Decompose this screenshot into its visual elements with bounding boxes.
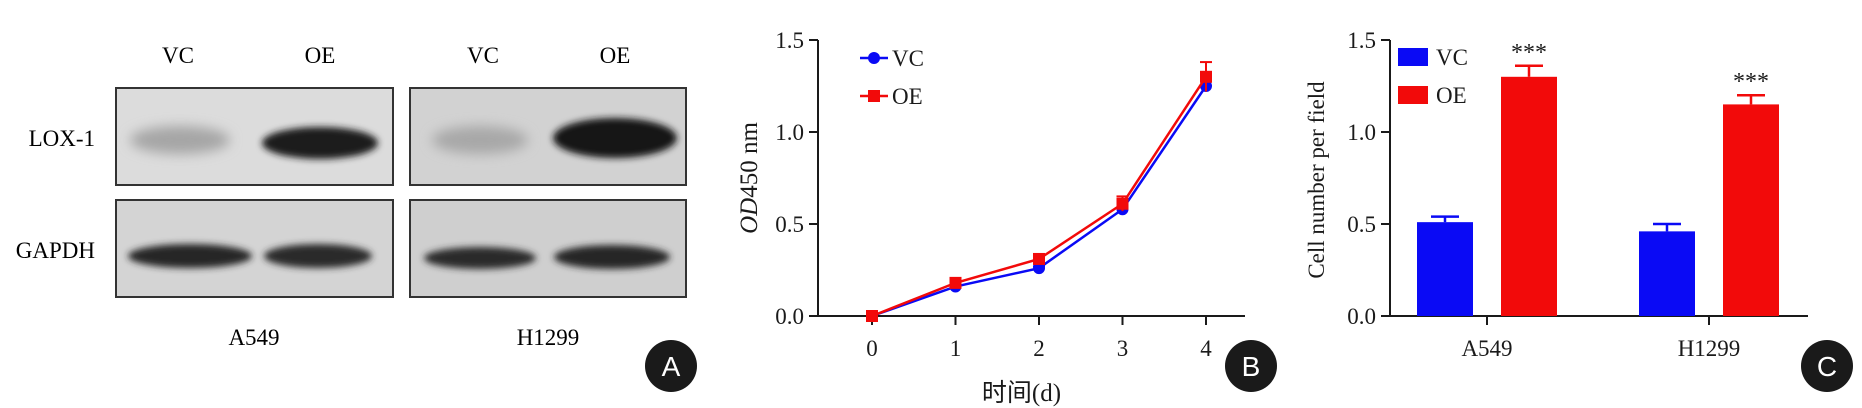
x-tick-label: H1299 [1678, 336, 1741, 361]
legend-label-vc: VC [892, 46, 924, 71]
band-gapdh-vc-a549 [128, 244, 252, 268]
y-axis-title: Cell number per field [1304, 81, 1329, 279]
series-line-oe [871, 76, 1208, 318]
panel-badge-letter: C [1817, 351, 1837, 382]
legend-label-vc: VC [1436, 45, 1468, 70]
cell-line-label-a549: A549 [228, 325, 279, 350]
legend-swatch-oe [1398, 86, 1428, 104]
bar-vc-a549 [1417, 222, 1473, 316]
row-label-gapdh: GAPDH [16, 238, 95, 263]
y-tick-label: 0.0 [775, 304, 804, 329]
significance-label: *** [1733, 69, 1769, 95]
x-tick-label: 4 [1200, 336, 1212, 361]
y-axis-title: OD450 nm [736, 122, 763, 234]
y-tick-label: 0.0 [1347, 304, 1376, 329]
bar-oe-a549 [1501, 76, 1557, 316]
band-gapdh-vc-h1299 [424, 247, 536, 269]
x-tick-label: 0 [866, 336, 878, 361]
y-tick-label: 0.5 [1347, 212, 1376, 237]
band-gapdh-oe-h1299 [554, 245, 670, 269]
data-point-oe [866, 310, 878, 322]
band-gapdh-oe-a549 [264, 244, 372, 268]
data-point-vc [1033, 262, 1045, 275]
panel-badge-b: B [1225, 340, 1277, 392]
panel-badge-circle [1801, 340, 1853, 392]
band-lox1-oe-h1299 [553, 118, 677, 158]
legend-marker-oe [868, 90, 880, 102]
x-axis-title: 时间(d) [982, 379, 1061, 407]
x-tick-label: 3 [1117, 336, 1129, 361]
significance-label: *** [1511, 40, 1547, 66]
panel-b-line-chart: 0.0 0.5 1.0 1.5 0 1 2 3 4 时间(d) OD450 nm VC OE [736, 28, 1245, 407]
legend-swatch-vc [1398, 48, 1428, 66]
data-point-oe [1116, 197, 1129, 210]
bar-oe-h1299 [1723, 104, 1779, 317]
y-tick-label: 1.0 [1347, 120, 1376, 145]
data-point-oe [1200, 70, 1212, 83]
panel-badge-letter: B [1242, 351, 1261, 382]
panel-a: VC OE VC OE LOX-1 GAPDH A549 H1299 A [16, 43, 697, 392]
y-axis-title-italic: OD [736, 198, 763, 234]
x-tick-label: 2 [1033, 336, 1045, 361]
y-tick-label: 1.5 [775, 28, 804, 53]
x-tick-label: 1 [950, 336, 962, 361]
band-lox1-vc-a549 [130, 126, 230, 154]
panel-badge-circle [1225, 340, 1277, 392]
lane-label-oe-a549: OE [305, 43, 336, 68]
lane-label-vc-h1299: VC [467, 43, 499, 68]
legend-marker-vc [868, 52, 880, 64]
lane-label-oe-h1299: OE [600, 43, 631, 68]
panel-badge-circle [645, 340, 697, 392]
panel-badge-c: C [1801, 340, 1853, 392]
panel-c-bar-chart: 0.0 0.5 1.0 1.5 A549 H1299 Cell number per fie… [1304, 28, 1808, 361]
band-lox1-oe-a549 [262, 127, 378, 159]
y-axis-title-rest: 450 nm [736, 122, 763, 198]
x-tick-label: A549 [1461, 336, 1512, 361]
panel-badge-a: A [645, 340, 697, 392]
data-point-oe [1033, 252, 1045, 265]
legend-label-oe: OE [1436, 83, 1467, 108]
bar-vc-h1299 [1639, 231, 1695, 316]
y-tick-label: 1.0 [775, 120, 804, 145]
y-tick-label: 1.5 [1347, 28, 1376, 53]
lane-label-vc-a549: VC [162, 43, 194, 68]
cell-line-label-h1299: H1299 [517, 325, 580, 350]
y-tick-label: 0.5 [775, 212, 804, 237]
panel-badge-letter: A [662, 351, 681, 382]
band-lox1-vc-h1299 [432, 126, 528, 154]
series-line-vc [871, 85, 1208, 318]
data-point-oe [949, 276, 962, 289]
legend-label-oe: OE [892, 84, 923, 109]
row-label-lox1: LOX-1 [29, 126, 95, 151]
